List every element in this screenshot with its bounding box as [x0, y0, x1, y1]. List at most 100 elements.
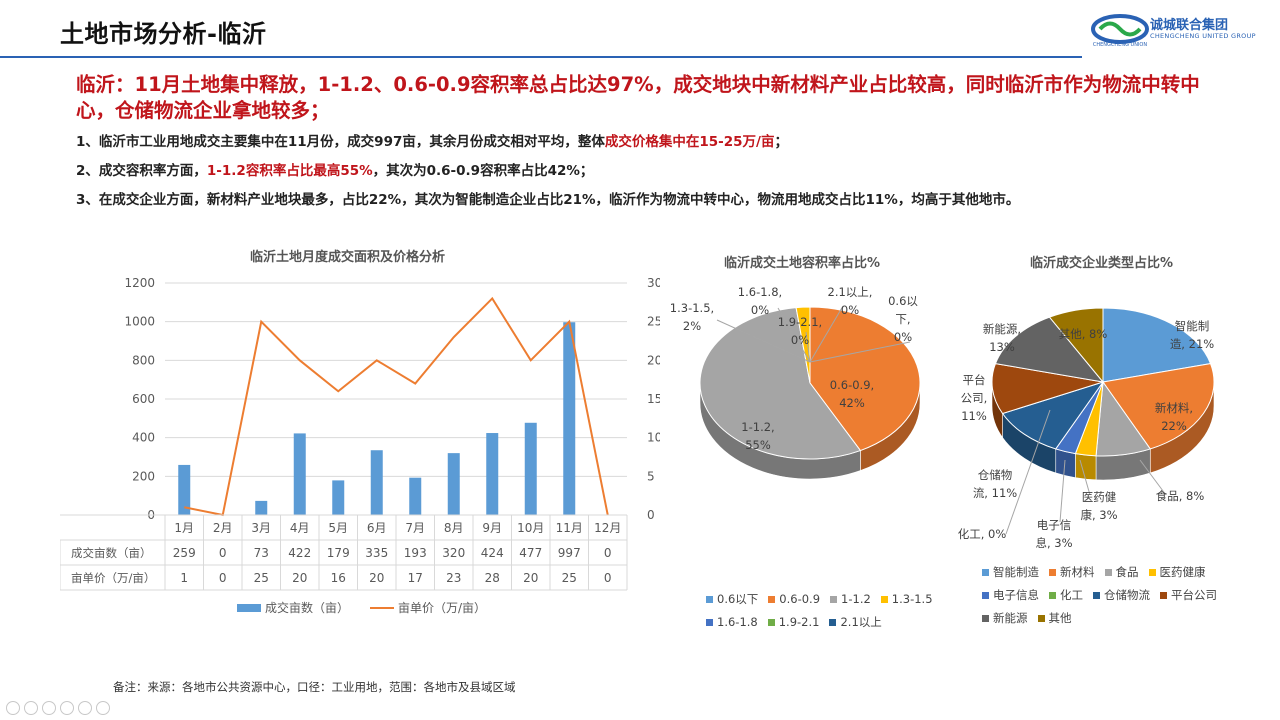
y-right-tick-label: 20 [647, 353, 660, 367]
legend-item: 1-1.2 [830, 592, 871, 606]
bar-5月 [332, 480, 345, 515]
enterprise-type-pie-chart: 智能制造, 21% 新材料, 22% 食品, 8% 医药健康, 3% 电子信息, 3% 化工… [958, 307, 1215, 550]
slice-label-2.1以上: 2.1以上, [828, 285, 873, 299]
slice-label-1-1.2: 55% [745, 438, 771, 452]
slice-智能制造 [1102, 307, 1212, 383]
leader-line [716, 319, 811, 363]
leader-line [1139, 459, 1167, 496]
x-tick-label: 3月 [251, 521, 271, 535]
table-cell: 17 [408, 571, 423, 585]
legend-item: 平台公司 [1160, 588, 1217, 602]
leader-line [809, 305, 844, 363]
slice-label-2.1以上: 0% [841, 303, 859, 317]
legend-swatch [982, 592, 989, 599]
legend-line-label: 亩单价（万/亩） [398, 600, 486, 615]
legend-swatch [1049, 569, 1056, 576]
x-tick-label: 7月 [405, 521, 425, 535]
legend-item: 1.3-1.5 [880, 592, 933, 606]
next-slide-icon[interactable] [24, 701, 38, 715]
legend-swatch [1148, 569, 1156, 576]
legend-label: 1.6-1.8 [717, 615, 758, 629]
table-cell: 0 [219, 571, 227, 585]
x-tick-label: 11月 [556, 521, 583, 535]
legend-label: 平台公司 [1171, 588, 1217, 602]
legend-item: 电子信息 [982, 588, 1039, 602]
slice-label-电子信息: 电子信 [1037, 518, 1072, 532]
slice-label-1.9-2.1: 0% [791, 333, 809, 347]
y-right-tick-label: 25 [647, 315, 660, 329]
table-cell: 335 [365, 546, 388, 560]
slice-label-其他: 其他, 8% [1059, 327, 1108, 341]
slice-label-新能源: 新能源, [983, 322, 1021, 336]
legend-label: 医药健康 [1159, 565, 1206, 579]
slice-label-化工: 化工, 0% [958, 527, 1007, 541]
bar-chart-title: 临沂土地月度成交面积及价格分析 [250, 250, 446, 265]
more-icon[interactable] [96, 701, 110, 715]
table-cell: 73 [254, 546, 269, 560]
legend-bar-swatch [237, 604, 261, 612]
y-left-tick-label: 200 [132, 469, 155, 483]
legend-item: 仓储物流 [1093, 588, 1150, 602]
bar-10月 [524, 422, 537, 515]
header-divider [0, 56, 1082, 58]
legend-swatch [1160, 592, 1167, 599]
legend-swatch [706, 596, 713, 603]
table-cell: 320 [442, 546, 465, 560]
logo-ring-text: CHENGCHENG UNION [1093, 42, 1147, 48]
company-logo: CHENGCHENG UNION [1091, 14, 1149, 48]
legend-bar-label: 成交亩数（亩） [265, 600, 349, 615]
legend-item: 1.9-2.1 [767, 615, 820, 629]
legend-swatch [829, 619, 837, 626]
leader-line [805, 331, 811, 363]
table-cell: 193 [404, 546, 427, 560]
slice-1.3-1.5 [795, 306, 811, 384]
legend-label: 新能源 [993, 611, 1028, 625]
slice-label-1-1.2: 1-1.2, [741, 420, 774, 434]
slice-label-新能源: 13% [989, 340, 1015, 354]
ent-pie-legend: 智能制造 新材料 食品 医药健康 电子信息 化工 仓储物流 平台公司 新能源 其他 [982, 561, 1242, 630]
leader-line [777, 307, 811, 363]
bar-7月 [409, 477, 422, 515]
legend-item: 智能制造 [982, 565, 1039, 579]
legend-label: 0.6以下 [717, 592, 759, 606]
y-left-tick-label: 400 [132, 431, 155, 445]
point-1: 1、临沂市工业用地成交主要集中在11月份，成交997亩，其余月份成交相对平均，整… [76, 130, 788, 150]
table-cell: 20 [292, 571, 307, 585]
x-tick-label: 2月 [213, 521, 233, 535]
logo-name-en: CHENGCHENG UNITED GROUP [1150, 32, 1256, 40]
table-cell: 25 [562, 571, 577, 585]
legend-item: 新能源 [982, 611, 1028, 625]
source-note: 备注：来源：各地市公共资源中心，口径：工业用地，范围：各地市及县域区域 [113, 680, 516, 694]
slice-0.6-0.9 [809, 306, 921, 452]
y-right-tick-label: 10 [647, 431, 660, 445]
leader-line [1079, 459, 1091, 496]
bar-11月 [563, 322, 576, 515]
bar-1月 [178, 464, 191, 515]
far-ratio-pie-chart: 0.6以下, 0% 0.6-0.9, 42% 1-1.2, 55% 1.3-1.5, 2% 1.… [670, 285, 921, 480]
pen-icon[interactable] [42, 701, 56, 715]
y-right-tick-label: 5 [647, 469, 655, 483]
slice-其他 [1048, 307, 1104, 384]
legend-item: 0.6-0.9 [768, 592, 820, 606]
point-2-text: 2、成交容积率方面， [76, 163, 207, 179]
slice-新材料 [1102, 363, 1215, 450]
slice-label-0.6以下: 0.6以 [888, 294, 918, 308]
slides-grid-icon[interactable] [60, 701, 74, 715]
y-right-tick-label: 30 [647, 276, 660, 290]
zoom-icon[interactable] [78, 701, 92, 715]
legend-label: 1.9-2.1 [778, 615, 820, 629]
point-1-tail: ； [774, 134, 788, 150]
y-right-tick-label: 15 [647, 392, 660, 406]
point-1-highlight: 成交价格集中在15-25万/亩 [604, 134, 775, 150]
slice-label-平台公司: 公司, [961, 391, 988, 405]
prev-slide-icon[interactable] [6, 701, 20, 715]
legend-item: 2.1以上 [829, 615, 882, 629]
slice-仓储物流 [1001, 381, 1105, 450]
table-cell: 179 [327, 546, 350, 560]
table-cell: 0 [604, 571, 612, 585]
legend-item: 化工 [1049, 588, 1083, 602]
bar-3月 [255, 500, 268, 515]
legend-label: 其他 [1048, 611, 1072, 625]
slice-label-仓储物流: 流, 11% [973, 486, 1017, 500]
